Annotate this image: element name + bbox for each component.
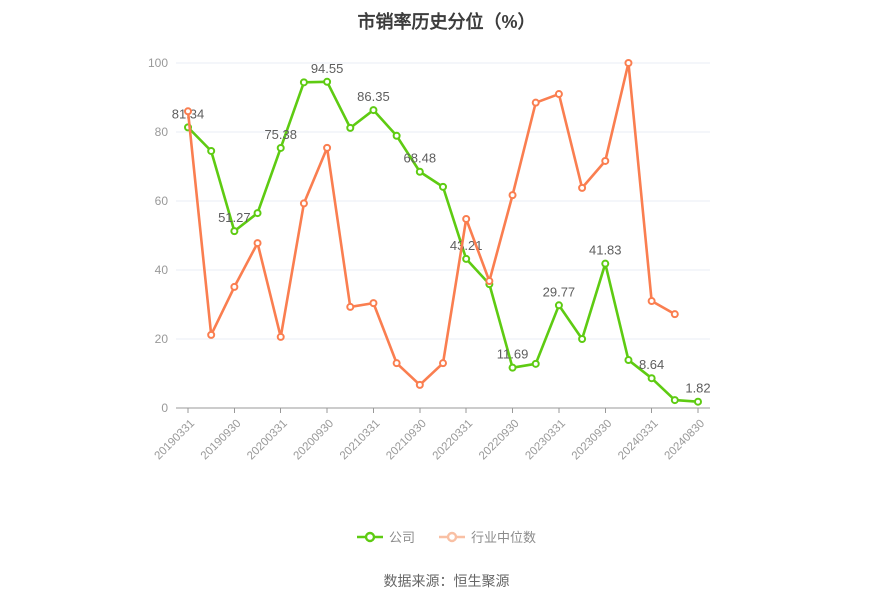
company-data-point[interactable]: [694, 397, 702, 406]
y-axis-tick-label: 60: [155, 194, 169, 208]
x-axis-tick-label: 20190930: [199, 418, 244, 463]
industry-median-series-line: [186, 61, 677, 387]
x-axis-tick-label: 20190331: [152, 418, 197, 463]
company-data-point[interactable]: [670, 396, 679, 405]
x-axis-tick-label: 20220331: [431, 418, 476, 463]
chart-title: 市销率历史分位（%）: [357, 12, 536, 32]
company-point-label: 86.35: [357, 89, 390, 104]
company-data-point[interactable]: [207, 146, 216, 155]
industry-median-series-legend-icon: [439, 531, 465, 543]
industry-median-data-point[interactable]: [369, 299, 378, 308]
company-point-label: 41.83: [589, 243, 622, 258]
x-axis-tick-label: 20220930: [477, 418, 522, 463]
legend-item-industry-median[interactable]: 行业中位数: [439, 527, 536, 546]
company-point-label: 94.55: [311, 61, 344, 76]
industry-median-data-point[interactable]: [647, 297, 656, 306]
company-data-point[interactable]: [578, 335, 587, 343]
company-data-point[interactable]: [415, 167, 424, 176]
x-axis-tick-label: 20230930: [570, 418, 615, 463]
company-point-label: 68.48: [404, 151, 437, 166]
industry-median-data-point[interactable]: [554, 90, 563, 99]
industry-median-data-point[interactable]: [230, 282, 239, 291]
company-data-point[interactable]: [369, 106, 378, 115]
y-axis-tick-label: 20: [155, 332, 169, 346]
x-axis-tick-label: 20240830: [662, 418, 707, 463]
industry-median-data-point[interactable]: [578, 183, 587, 192]
company-data-point[interactable]: [462, 254, 471, 263]
company-data-point[interactable]: [230, 227, 239, 236]
company-point-label: 75.38: [264, 127, 297, 142]
company-data-point[interactable]: [392, 131, 401, 140]
company-point-label: 29.77: [543, 284, 576, 299]
company-data-point[interactable]: [276, 143, 285, 152]
industry-median-data-point[interactable]: [624, 59, 633, 67]
legend-item-company-label: 公司: [388, 530, 415, 545]
y-axis-tick-label: 100: [148, 56, 168, 70]
industry-median-data-point[interactable]: [276, 332, 285, 341]
data-source: 数据来源：恒生聚源: [383, 573, 510, 589]
industry-median-data-point[interactable]: [346, 302, 355, 311]
line-chart-canvas: 0 20 40 60 80 100 20190331 20190930 20200331 2020…: [148, 56, 711, 463]
company-data-point[interactable]: [647, 374, 656, 383]
industry-median-data-point[interactable]: [184, 107, 192, 116]
company-data-point[interactable]: [439, 182, 447, 191]
x-axis-tick-label: 20200331: [245, 418, 290, 463]
industry-median-data-point[interactable]: [415, 380, 424, 389]
company-data-point[interactable]: [601, 259, 610, 268]
industry-median-data-point[interactable]: [207, 330, 216, 339]
company-point-label: 1.82: [685, 381, 710, 396]
company-data-point[interactable]: [508, 363, 517, 372]
x-axis-tick-label: 20200930: [292, 418, 337, 463]
chart-legend: 公司 行业中位数: [0, 527, 893, 546]
company-data-point[interactable]: [323, 77, 332, 86]
industry-median-data-point[interactable]: [531, 98, 540, 107]
industry-median-data-point[interactable]: [299, 199, 308, 208]
x-axis-tick-label: 20230331: [523, 418, 568, 463]
legend-item-industry-median-label: 行业中位数: [471, 530, 537, 545]
industry-median-data-point[interactable]: [439, 359, 447, 368]
company-point-label: 11.69: [497, 347, 529, 362]
company-point-label: 8.64: [639, 357, 664, 372]
company-data-point[interactable]: [253, 209, 262, 218]
industry-median-data-point[interactable]: [462, 214, 471, 223]
company-data-point[interactable]: [624, 356, 633, 365]
company-point-label: 51.27: [218, 210, 251, 225]
industry-median-data-point[interactable]: [485, 277, 494, 286]
industry-median-data-point[interactable]: [323, 143, 332, 152]
company-data-point[interactable]: [554, 301, 563, 310]
x-axis-tick-label: 20240331: [616, 418, 661, 463]
x-axis-tick-label: 20210331: [338, 418, 383, 463]
y-axis-tick-label: 80: [155, 125, 169, 139]
industry-median-data-point[interactable]: [253, 239, 262, 248]
company-data-point[interactable]: [346, 123, 355, 132]
industry-median-data-point[interactable]: [392, 359, 401, 368]
industry-median-data-point[interactable]: [508, 191, 517, 200]
company-series-legend-icon: [356, 531, 383, 543]
industry-median-data-point[interactable]: [601, 156, 610, 165]
legend-item-company[interactable]: 公司: [356, 527, 415, 546]
x-axis-tick-label: 20210930: [384, 418, 429, 463]
y-axis-tick-label: 40: [155, 263, 169, 277]
y-axis-tick-label: 0: [161, 401, 168, 415]
company-data-point[interactable]: [531, 359, 540, 368]
industry-median-data-point[interactable]: [670, 310, 679, 319]
company-data-point[interactable]: [299, 78, 308, 87]
